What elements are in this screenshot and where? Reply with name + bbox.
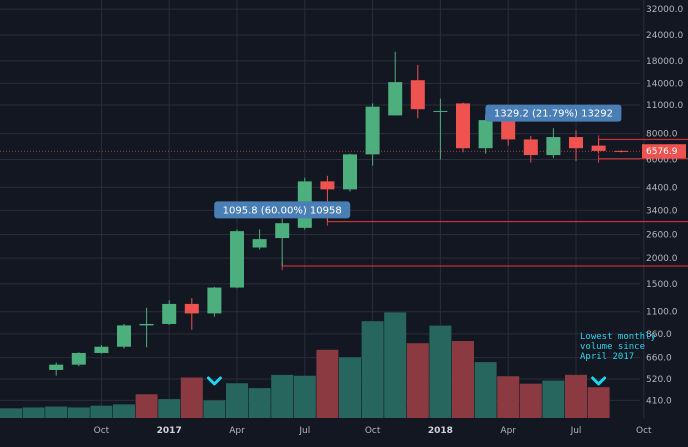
x-tick-label: Apr <box>229 426 245 436</box>
y-tick-label: 860.0 <box>646 330 672 340</box>
candle-body <box>343 154 357 190</box>
candle-body <box>207 287 222 314</box>
candle-body <box>184 303 199 314</box>
volume-bar <box>542 380 565 418</box>
candle-body <box>410 80 425 110</box>
candle-body <box>49 364 64 370</box>
candle-body <box>523 139 538 156</box>
y-tick-label: 24000.0 <box>646 31 683 41</box>
measure-callout-box <box>485 104 622 122</box>
volume-bars <box>0 312 610 418</box>
y-tick-label: 8000.0 <box>646 130 678 140</box>
x-tick-label: 2017 <box>157 426 182 436</box>
volume-bar <box>384 312 407 418</box>
candle-body <box>456 103 470 149</box>
y-tick-label: 2600.0 <box>646 231 678 241</box>
candle-body <box>162 303 177 324</box>
candle-body <box>71 352 86 365</box>
y-tick-label: 1500.0 <box>646 280 678 290</box>
volume-bar <box>0 408 22 418</box>
volume-bar <box>226 383 248 418</box>
volume-bar <box>565 374 587 418</box>
candle-body <box>478 120 493 149</box>
y-tick-label: 3400.0 <box>646 206 678 216</box>
measure-callout-text: 1095.8 (60.00%) 10958 <box>223 205 342 216</box>
candle-body <box>365 106 380 155</box>
x-tick-label: Apr <box>500 426 516 436</box>
chevron-down-icon <box>206 376 222 386</box>
candle-body <box>591 145 606 151</box>
volume-bar <box>67 407 90 418</box>
x-tick-label: Jul <box>570 426 582 436</box>
annotation-note-line: volume since <box>580 342 645 352</box>
measure-callout-text: 1329.2 (21.79%) 13292 <box>494 109 613 120</box>
volume-bar <box>519 383 542 418</box>
price-axis: 32000.0 24000.0 18000.0 14000.0 11000.0 8000.… <box>646 5 683 406</box>
candle-body <box>252 239 267 248</box>
volume-bar <box>113 404 135 418</box>
volume-bar <box>497 376 520 418</box>
volume-bar <box>180 377 203 418</box>
annotation-note-line: April 2017 <box>580 352 634 362</box>
volume-bar <box>271 374 294 418</box>
y-tick-label: 410.0 <box>646 396 672 406</box>
volume-bar <box>90 405 113 418</box>
x-tick-label: Oct <box>365 426 381 436</box>
y-tick-label: 6000.0 <box>646 155 678 165</box>
volume-bar <box>316 349 339 418</box>
chevron-down-icon <box>591 376 607 386</box>
x-tick-label: Jul <box>298 426 310 436</box>
volume-bar <box>293 375 316 418</box>
current-price-badge <box>642 144 686 159</box>
candle-body <box>433 110 448 112</box>
candle-body <box>320 181 335 190</box>
current-price-label: 6576.9 <box>646 147 678 157</box>
volume-bar <box>474 362 497 418</box>
x-tick-label: Oct <box>636 426 652 436</box>
volume-bar <box>158 399 181 418</box>
volume-bar <box>339 357 361 418</box>
volume-bar <box>361 321 384 418</box>
y-tick-label: 4400.0 <box>646 183 678 193</box>
volume-bar <box>248 388 271 418</box>
y-tick-label: 520.0 <box>646 375 672 385</box>
time-axis: Oct2017AprJulOct2018AprJulOct2019 <box>94 426 652 436</box>
volume-bar <box>45 406 68 418</box>
candle-body <box>139 323 154 326</box>
measure-callout-box <box>214 201 351 219</box>
volume-bar <box>452 341 474 418</box>
volume-bar <box>587 387 610 418</box>
y-tick-label: 11000.0 <box>646 101 683 111</box>
candle-body <box>546 137 561 156</box>
volume-bar <box>429 325 452 418</box>
y-tick-label: 32000.0 <box>646 5 683 15</box>
volume-bar <box>203 400 226 418</box>
candle-body <box>388 82 403 116</box>
candle-body <box>94 346 109 353</box>
candle-body <box>501 120 516 140</box>
candle-body <box>117 325 131 347</box>
y-tick-label: 2000.0 <box>646 254 678 264</box>
candle-body <box>569 137 583 149</box>
volume-bar <box>135 394 158 418</box>
x-tick-label: 2018 <box>428 426 453 436</box>
y-tick-label: 18000.0 <box>646 57 683 67</box>
x-tick-label: Oct <box>94 426 110 436</box>
candle-body <box>230 231 244 288</box>
volume-bar <box>406 343 429 418</box>
candle-body <box>275 223 290 239</box>
y-tick-label: 660.0 <box>646 354 672 364</box>
y-tick-label: 1100.0 <box>646 308 678 318</box>
overlays: 6576.9 1095.8 (60.00%) 10958 1329.2 (21.79… <box>0 104 686 386</box>
annotation-note-line: Lowest monthly <box>580 332 656 342</box>
y-tick-label: 14000.0 <box>646 79 683 89</box>
volume-bar <box>22 407 45 418</box>
